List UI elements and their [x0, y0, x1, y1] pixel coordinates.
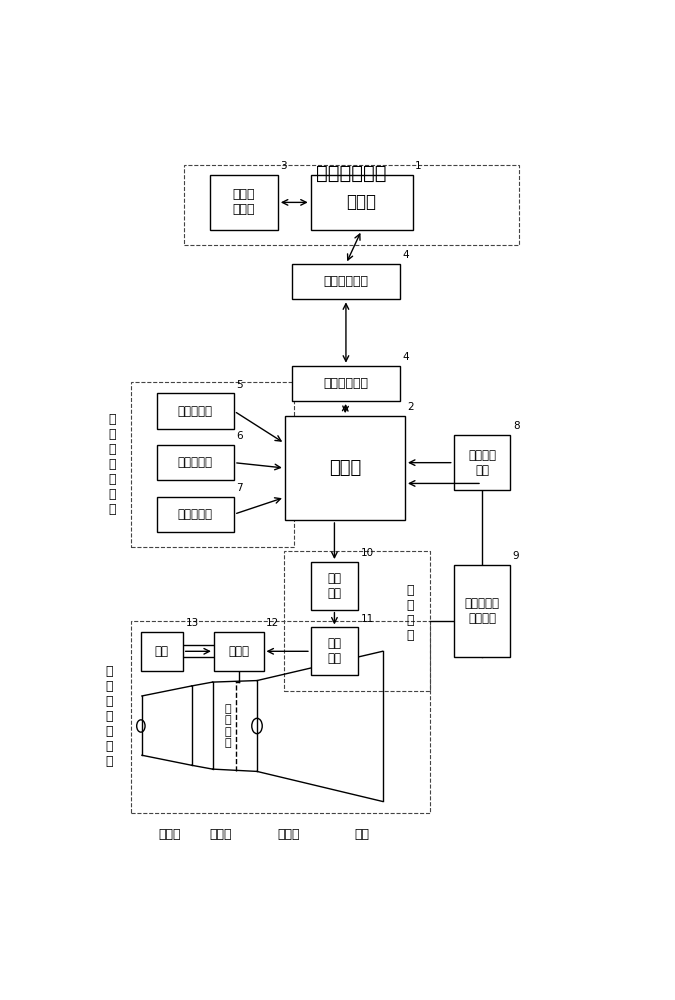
Bar [292, 366, 400, 401]
Bar [157, 497, 234, 532]
Text: 上位机: 上位机 [347, 193, 377, 211]
Text: 无线传输设备: 无线传输设备 [323, 377, 369, 390]
Text: 压力传感器: 压力传感器 [178, 508, 213, 521]
Bar [310, 175, 412, 230]
Text: 飞控规律
接口: 飞控规律 接口 [468, 449, 496, 477]
Text: 7: 7 [237, 483, 243, 493]
Text: 11: 11 [360, 614, 374, 624]
Bar [284, 551, 430, 691]
Bar [292, 264, 400, 299]
Text: 温度传感器: 温度传感器 [178, 456, 213, 469]
Bar [454, 435, 510, 490]
Text: 涡轮: 涡轮 [354, 828, 369, 841]
Bar [311, 562, 358, 610]
Text: 发
动
机
燃
油
系
统: 发 动 机 燃 油 系 统 [106, 665, 113, 768]
Text: 压气机: 压气机 [209, 828, 232, 841]
Text: 4: 4 [402, 250, 409, 260]
Text: 油箱: 油箱 [155, 645, 169, 658]
Text: 12: 12 [266, 618, 279, 628]
Bar [311, 627, 358, 675]
Text: 4: 4 [402, 352, 409, 362]
Bar [285, 416, 405, 520]
Bar [132, 382, 294, 547]
Text: 燃
油
喷
嘴: 燃 油 喷 嘴 [224, 704, 231, 748]
Text: 5: 5 [237, 379, 243, 389]
Text: 伺
服
驱
动: 伺 服 驱 动 [406, 584, 414, 642]
Bar [157, 393, 234, 429]
Text: 机载导航仪: 机载导航仪 [178, 405, 213, 418]
Text: 飞
行
器
环
境
监
测: 飞 行 器 环 境 监 测 [109, 413, 116, 516]
Text: 燃烧室: 燃烧室 [277, 828, 300, 841]
Text: 进气道: 进气道 [159, 828, 181, 841]
Bar [132, 620, 430, 813]
Bar [184, 165, 518, 245]
Text: 10: 10 [360, 548, 374, 558]
Text: 3: 3 [281, 161, 287, 171]
Text: 9: 9 [513, 551, 520, 561]
Text: 齿轮泵: 齿轮泵 [228, 645, 249, 658]
Text: 1: 1 [415, 161, 422, 171]
Bar [141, 632, 183, 671]
Bar [454, 565, 510, 657]
Text: 下位机: 下位机 [329, 459, 361, 477]
Text: 13: 13 [186, 618, 198, 628]
Text: 伺服
电机: 伺服 电机 [327, 637, 342, 665]
Text: 人机交
互界面: 人机交 互界面 [233, 188, 255, 216]
Text: 8: 8 [513, 421, 520, 431]
Text: 6: 6 [237, 431, 243, 441]
Text: 无线传输设备: 无线传输设备 [323, 275, 369, 288]
Text: 驱动
电路: 驱动 电路 [327, 572, 342, 600]
Bar [157, 445, 234, 480]
Bar [214, 632, 263, 671]
Text: 地面控制系统: 地面控制系统 [316, 164, 386, 183]
Text: 发动机转速
反馈设备: 发动机转速 反馈设备 [464, 597, 500, 625]
Text: 2: 2 [408, 402, 414, 412]
Bar [210, 175, 278, 230]
